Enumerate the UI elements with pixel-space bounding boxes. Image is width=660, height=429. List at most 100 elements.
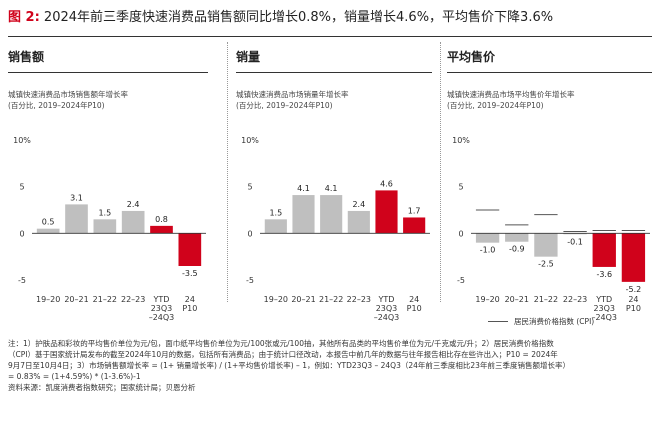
data-label: -2.5 <box>538 260 554 269</box>
y-tick-label: 10% <box>241 136 259 145</box>
y-tick-label: -5 <box>246 276 254 285</box>
y-tick-label: 0 <box>19 229 24 238</box>
x-tick-label: P10 <box>182 304 197 313</box>
bar <box>475 233 500 243</box>
x-tick-label: 19–20 <box>36 295 60 304</box>
data-label: -3.5 <box>182 269 198 278</box>
x-tick-label: 21–22 <box>534 295 558 304</box>
x-tick-label: 24 <box>185 295 195 304</box>
panel-rule <box>8 72 208 73</box>
x-tick-label: P10 <box>407 304 422 313</box>
x-tick-label: 19–20 <box>264 295 288 304</box>
data-label: -0.1 <box>567 237 583 246</box>
x-tick-label: 23Q3 <box>593 304 615 313</box>
x-tick-label: 21–22 <box>93 295 117 304</box>
bar <box>534 233 558 257</box>
x-tick-label: YTD <box>595 295 612 304</box>
y-tick-label: 10% <box>452 136 470 145</box>
chart-volume: 10% 5 0 -5 1.5 19–20 4.1 20–21 4.1 21–22 2.4 22–23 4… <box>241 136 430 322</box>
panel-rule <box>236 72 432 73</box>
panel-title: 销售额 <box>8 50 45 64</box>
source-line: 资料来源：凯度消费者指数研究；国家统计局；贝恩分析 <box>8 383 196 392</box>
bar <box>320 195 343 234</box>
bar <box>621 233 646 282</box>
panel-divider <box>227 42 229 302</box>
chart-sales: 10% 5 0 -5 0.5 19–20 3.1 20–21 1.5 21–22 2.4 22–23 0… <box>13 136 206 322</box>
data-label: -1.0 <box>480 246 496 255</box>
cpi-legend-swatch <box>488 321 508 322</box>
panel-subtitle-line1: 城镇快速消费品市场平均售价年增长率 <box>447 90 575 99</box>
panel-rule <box>447 72 652 73</box>
footnote-line: 注：1）护肤品和彩妆的平均售价单位为元/包，面巾纸平均售价单位为元/100张或元… <box>8 339 554 348</box>
x-tick-label: P10 <box>626 304 641 313</box>
x-tick-label: 22–23 <box>121 295 145 304</box>
bar <box>375 190 398 234</box>
panel-subtitle-line2: (百分比, 2019–2024年P10) <box>8 101 105 110</box>
bar <box>36 228 60 234</box>
data-label: 2.4 <box>127 200 140 209</box>
panel-subtitle: 城镇快速消费品市场销售额年增长率 (百分比, 2019–2024年P10) <box>8 89 208 111</box>
footnotes: 注：1）护肤品和彩妆的平均售价单位为元/包，面巾纸平均售价单位为元/100张或元… <box>8 338 652 393</box>
x-tick-label: 20–21 <box>291 295 315 304</box>
bar <box>563 233 587 235</box>
footnote-line: 9月7日至10月4日；3）市场销售额增长率 = (1+ 销量增长率) / (1+… <box>8 361 570 370</box>
figure-label: 图 2: <box>8 10 40 25</box>
bar <box>65 204 88 234</box>
footnote-line: （CPI）基于国家统计局发布的截至2024年10月的数据，包括所有消费品；由于统… <box>8 350 558 359</box>
bar <box>93 219 117 234</box>
footnote-line: = 0.83% = (1+4.59%) * (1-3.6%)-1 <box>8 372 141 381</box>
bar <box>292 195 315 234</box>
cpi-legend: 居民消费价格指数 (CPI) <box>488 316 594 327</box>
panel-subtitle-line2: (百分比, 2019–2024年P10) <box>236 101 333 110</box>
y-tick-label: 5 <box>19 183 24 192</box>
data-label: 2.4 <box>352 200 365 209</box>
x-tick-label: –24Q3 <box>149 313 175 322</box>
data-label: 4.6 <box>380 179 393 188</box>
data-label: 4.1 <box>297 184 310 193</box>
bar <box>121 210 145 234</box>
bar <box>347 210 370 234</box>
bar <box>150 225 173 234</box>
panel-sales: 销售额 城镇快速消费品市场销售额年增长率 (百分比, 2019–2024年P10… <box>8 42 208 322</box>
panel-title: 销量 <box>236 50 261 64</box>
data-label: 0.8 <box>155 215 168 224</box>
y-tick-label: 5 <box>458 183 463 192</box>
x-tick-label: 22–23 <box>563 295 587 304</box>
panel-subtitle-line2: (百分比, 2019–2024年P10) <box>447 101 544 110</box>
data-label: -0.9 <box>509 245 525 254</box>
top-rule <box>8 36 652 37</box>
bar <box>178 233 202 266</box>
x-tick-label: 24 <box>628 295 638 304</box>
panel-asp: 平均售价 城镇快速消费品市场平均售价年增长率 (百分比, 2019–2024年P… <box>447 42 652 322</box>
data-label: 4.1 <box>325 184 338 193</box>
x-tick-label: 23Q3 <box>151 304 173 313</box>
data-label: 1.5 <box>98 208 111 217</box>
data-label: 1.5 <box>269 208 282 217</box>
data-label: 1.7 <box>408 206 421 215</box>
bar <box>403 217 426 234</box>
x-tick-label: –24Q3 <box>374 313 400 322</box>
x-tick-label: –24Q3 <box>591 313 617 322</box>
x-tick-label: 22–23 <box>347 295 371 304</box>
figure-title-text: 2024年前三季度快速消费品销售额同比增长0.8%，销量增长4.6%，平均售价下… <box>43 10 554 25</box>
data-label: -3.6 <box>596 270 612 279</box>
panel-title: 平均售价 <box>447 50 496 64</box>
panel-subtitle-line1: 城镇快速消费品市场销售额年增长率 <box>8 90 128 99</box>
bar <box>592 233 616 267</box>
y-tick-label: 10% <box>13 136 31 145</box>
data-label: 3.1 <box>70 193 83 202</box>
chart-asp: 10% 5 0 -5 -1.0 19–20 -0.9 20–21 -2.5 21–22 -0.1 22… <box>452 136 650 322</box>
x-tick-label: 21–22 <box>319 295 343 304</box>
y-tick-label: 0 <box>458 229 463 238</box>
x-tick-label: YTD <box>153 295 170 304</box>
bar <box>505 233 529 242</box>
y-tick-label: 0 <box>247 229 252 238</box>
x-tick-label: 24 <box>409 295 419 304</box>
cpi-legend-label: 居民消费价格指数 (CPI) <box>514 317 595 326</box>
panel-volume: 销量 城镇快速消费品市场销量年增长率 (百分比, 2019–2024年P10) … <box>236 42 432 322</box>
x-tick-label: YTD <box>378 295 395 304</box>
panel-divider <box>440 42 442 302</box>
panel-subtitle: 城镇快速消费品市场销量年增长率 (百分比, 2019–2024年P10) <box>236 89 432 111</box>
figure-title: 图 2: 2024年前三季度快速消费品销售额同比增长0.8%，销量增长4.6%，… <box>8 6 553 25</box>
x-tick-label: 19–20 <box>475 295 499 304</box>
